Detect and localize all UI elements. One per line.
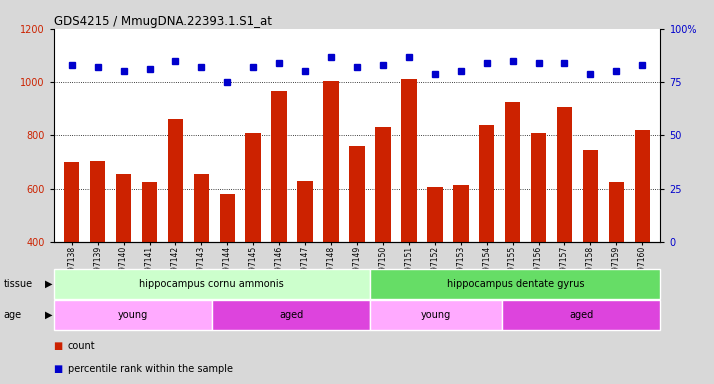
Bar: [54, 300, 212, 330]
Bar: [219, 194, 235, 242]
Bar: [271, 91, 287, 242]
Bar: [212, 300, 370, 330]
Text: young: young: [421, 310, 451, 320]
Text: age: age: [4, 310, 21, 320]
Text: ■: ■: [54, 341, 63, 351]
Text: ■: ■: [54, 364, 63, 374]
Text: hippocampus cornu ammonis: hippocampus cornu ammonis: [139, 279, 284, 289]
Text: hippocampus dentate gyrus: hippocampus dentate gyrus: [446, 279, 584, 289]
Bar: [401, 79, 417, 242]
Bar: [370, 269, 660, 299]
Bar: [168, 119, 183, 242]
Bar: [479, 125, 495, 242]
Bar: [635, 130, 650, 242]
Bar: [427, 187, 443, 242]
Text: aged: aged: [569, 310, 593, 320]
Bar: [297, 180, 313, 242]
Bar: [349, 146, 365, 242]
Text: young: young: [118, 310, 148, 320]
Text: ▶: ▶: [45, 310, 52, 320]
Bar: [64, 162, 79, 242]
Text: aged: aged: [279, 310, 303, 320]
Text: tissue: tissue: [4, 279, 33, 289]
Text: count: count: [68, 341, 96, 351]
Bar: [54, 269, 370, 299]
Text: GDS4215 / MmugDNA.22393.1.S1_at: GDS4215 / MmugDNA.22393.1.S1_at: [54, 15, 271, 28]
Bar: [375, 127, 391, 242]
Bar: [116, 174, 131, 242]
Bar: [370, 300, 502, 330]
Bar: [90, 161, 106, 242]
Bar: [323, 81, 339, 242]
Bar: [583, 150, 598, 242]
Bar: [193, 174, 209, 242]
Bar: [246, 133, 261, 242]
Bar: [502, 300, 660, 330]
Bar: [142, 182, 157, 242]
Bar: [608, 182, 624, 242]
Text: percentile rank within the sample: percentile rank within the sample: [68, 364, 233, 374]
Bar: [557, 108, 572, 242]
Bar: [453, 185, 468, 242]
Bar: [531, 133, 546, 242]
Text: ▶: ▶: [45, 279, 52, 289]
Bar: [505, 102, 521, 242]
